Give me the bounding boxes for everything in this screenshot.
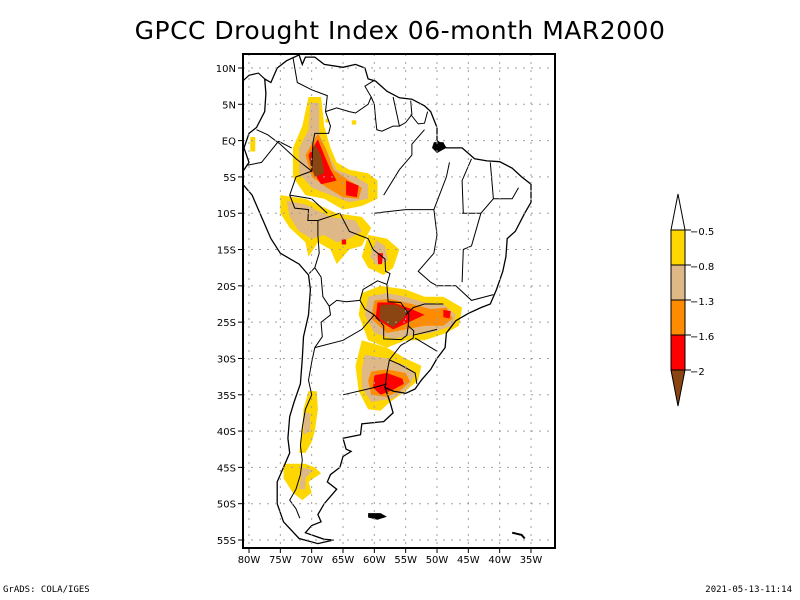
lon-tick-label: 80W bbox=[238, 555, 261, 566]
lat-tick-label: 50S bbox=[217, 500, 236, 511]
footer-timestamp: 2021-05-13-11:14 bbox=[705, 585, 792, 595]
lat-tick-label: 30S bbox=[217, 354, 236, 365]
country-border bbox=[462, 213, 481, 282]
country-border bbox=[434, 162, 450, 209]
footer-credit: GrADS: COLA/IGES bbox=[3, 585, 90, 595]
legend-box bbox=[671, 300, 685, 335]
country-border bbox=[371, 97, 399, 131]
legend-label: −1.6 bbox=[690, 332, 714, 343]
country-border bbox=[411, 112, 428, 124]
latitude-axis: 10N 5N EQ 5S 10S 15S 20S 25S 30S 35S 40S 45S 50S 55S bbox=[216, 64, 243, 547]
country-border bbox=[462, 159, 471, 213]
legend-box bbox=[671, 230, 685, 265]
lon-tick-label: 75W bbox=[269, 555, 292, 566]
country-border bbox=[384, 130, 425, 195]
lat-tick-label: 10S bbox=[217, 209, 236, 220]
drought-map: 10N5NEQ5S10S15S20S25S30S35S40S45S50S55S … bbox=[0, 0, 800, 600]
drought-patch bbox=[250, 137, 255, 152]
drought-fill-layer bbox=[250, 97, 462, 500]
color-legend: −0.5 −0.8 −1.3 −1.6 −2 bbox=[671, 194, 714, 406]
lon-tick-label: 35W bbox=[520, 555, 543, 566]
lat-tick-label: 5N bbox=[222, 100, 236, 111]
lat-tick-label: 10N bbox=[216, 64, 236, 75]
marajo-island bbox=[432, 142, 446, 153]
legend-triangle-top bbox=[671, 194, 685, 230]
lat-tick-label: 5S bbox=[223, 173, 236, 184]
legend-label: −2 bbox=[690, 367, 705, 378]
lat-tick-label: 25S bbox=[217, 318, 236, 329]
lon-tick-label: 40W bbox=[488, 555, 511, 566]
drought-patch bbox=[352, 120, 356, 124]
country-border bbox=[415, 338, 437, 351]
lat-tick-label: 35S bbox=[217, 391, 236, 402]
lat-tick-label: 40S bbox=[217, 427, 236, 438]
lon-tick-label: 70W bbox=[300, 555, 323, 566]
lon-tick-label: 50W bbox=[426, 555, 449, 566]
legend-box bbox=[671, 265, 685, 300]
longitude-axis: 80W 75W 70W 65W 60W 55W 50W 45W 40W 35W bbox=[238, 548, 543, 566]
drought-patch bbox=[443, 310, 451, 319]
drought-patch bbox=[342, 239, 346, 244]
lat-tick-label: 20S bbox=[217, 282, 236, 293]
lat-tick-label: 55S bbox=[217, 536, 236, 547]
falkland-islands bbox=[368, 513, 387, 520]
lon-tick-label: 65W bbox=[332, 555, 355, 566]
lon-tick-label: 55W bbox=[394, 555, 417, 566]
lat-tick-label: 15S bbox=[217, 246, 236, 257]
country-border bbox=[393, 97, 412, 126]
country-border bbox=[326, 80, 375, 113]
legend-label: −0.8 bbox=[690, 262, 714, 273]
legend-box bbox=[671, 335, 685, 370]
country-border bbox=[493, 188, 518, 199]
lon-tick-label: 45W bbox=[457, 555, 480, 566]
lon-tick-label: 60W bbox=[363, 555, 386, 566]
lat-tick-label: 45S bbox=[217, 463, 236, 474]
legend-label: −1.3 bbox=[690, 297, 714, 308]
central-america-coast bbox=[237, 70, 265, 81]
legend-label: −0.5 bbox=[690, 227, 714, 238]
south-georgia-island bbox=[512, 533, 525, 539]
lat-tick-label: EQ bbox=[222, 137, 236, 148]
legend-triangle-bottom bbox=[671, 370, 685, 406]
